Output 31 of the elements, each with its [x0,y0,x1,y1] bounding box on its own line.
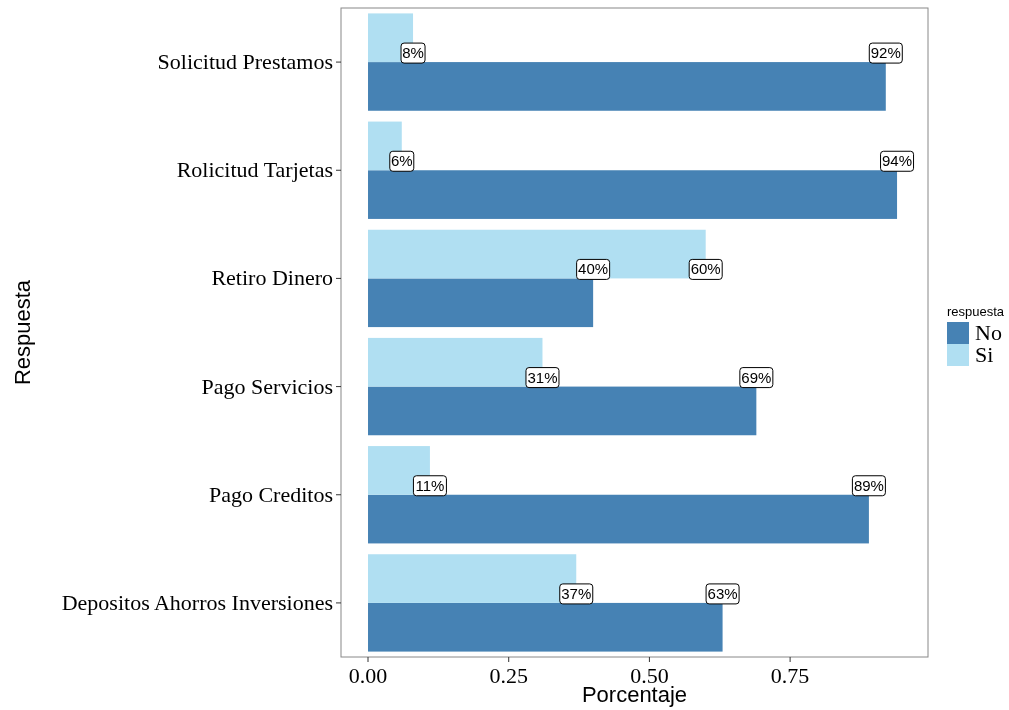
bar [368,62,886,111]
data-label: 37% [561,584,592,602]
data-label: 31% [527,368,558,386]
data-label: 40% [578,260,609,278]
y-tick-label: Pago Creditos [208,481,333,507]
x-tick-label: 0.75 [770,663,810,688]
x-tick-label: 0.00 [348,663,388,688]
data-label: 8% [402,44,424,62]
bar [368,494,869,544]
bar [368,278,594,328]
y-tick-label: Depositos Ahorros Inversiones [61,589,333,615]
legend-title: respuesta [947,304,1005,319]
data-label: 63% [707,584,738,602]
y-tick-label: Solicitud Prestamos [157,49,333,75]
bar [368,170,898,219]
data-label: 6% [390,152,413,170]
x-tick-label: 0.25 [489,663,528,688]
bar [368,602,723,652]
y-tick-label: Retiro Dinero [211,265,333,291]
data-label: 89% [853,476,884,494]
legend-label: Si [975,342,994,367]
data-label: 11% [415,476,445,494]
y-tick-label: Rolicitud Tarjetas [176,157,333,183]
y-axis-title: Respuesta [10,279,35,386]
data-label: 92% [870,44,901,62]
data-label: 94% [882,152,913,170]
data-label: 60% [690,260,721,278]
bar [368,386,757,436]
y-tick-label: Pago Servicios [201,373,333,399]
data-label: 69% [741,368,772,386]
legend-label: No [975,320,1002,345]
